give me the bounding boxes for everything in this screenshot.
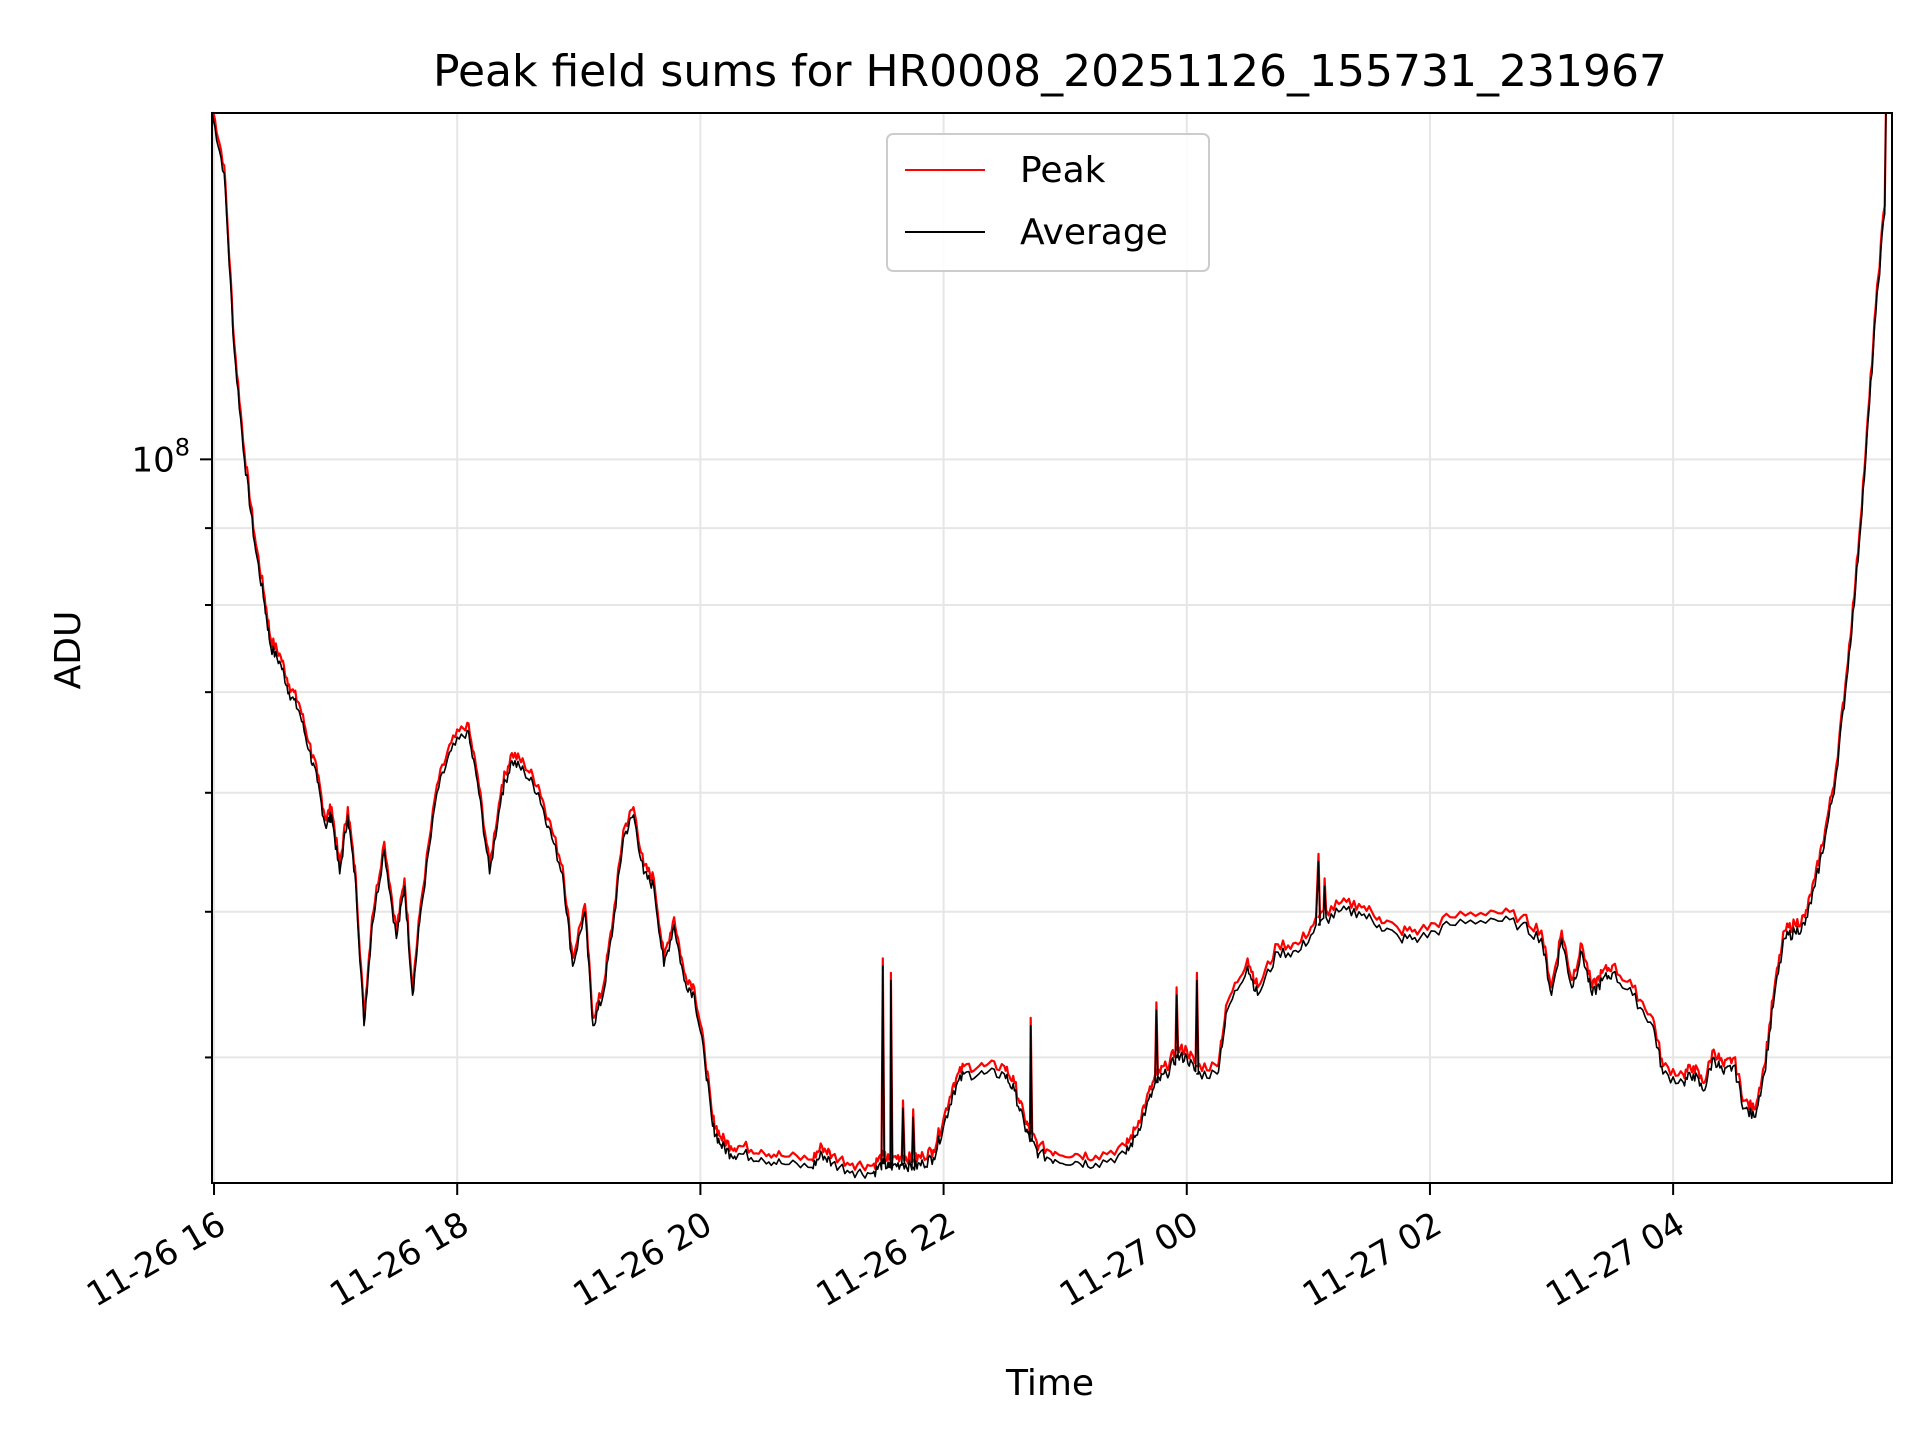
chart-title: Peak field sums for HR0008_20251126_1557… [433,46,1667,97]
legend: Peak Average [886,133,1210,272]
series-line-average [211,112,1887,1179]
x-axis-label: Time [1005,1363,1094,1404]
y-axis-label: ADU [48,611,89,690]
legend-box [886,133,1210,272]
grid [212,113,1892,1183]
legend-label-average: Average [1020,212,1168,253]
plot-frame [211,112,1893,1184]
series-layer [211,111,1887,1179]
y-tick-label: 108 [131,433,190,480]
legend-label-peak: Peak [1020,150,1106,191]
y-axis: 108 [131,433,212,1059]
